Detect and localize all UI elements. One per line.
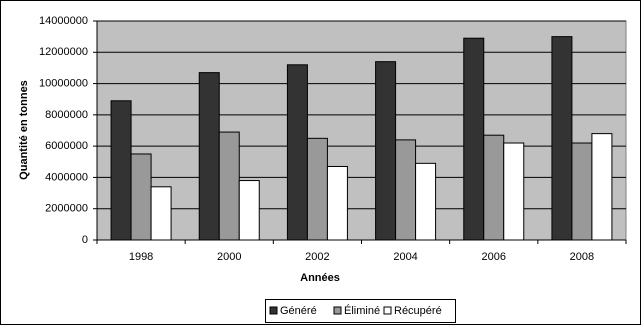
bar (306, 137, 328, 241)
x-tick-label: 2006 (482, 251, 506, 263)
legend-swatch (333, 306, 342, 315)
plot-area (96, 20, 627, 241)
legend-swatch (383, 306, 392, 315)
x-tick-label: 2004 (393, 251, 417, 263)
bar (551, 36, 573, 241)
y-axis-label: Quantité en tonnes (18, 80, 30, 180)
bar (483, 134, 505, 241)
y-tick-label: 4000000 (45, 171, 88, 183)
x-tick-label: 2000 (217, 251, 241, 263)
bar (375, 61, 397, 241)
bar (415, 162, 437, 241)
x-tick-label: 1998 (129, 251, 153, 263)
bar (198, 72, 220, 241)
bar (130, 153, 152, 241)
y-tick-label: 14000000 (39, 15, 88, 27)
bar (463, 37, 485, 241)
bar (286, 64, 308, 241)
bar (110, 100, 132, 241)
bar (150, 186, 172, 241)
y-tick-label: 0 (82, 234, 88, 246)
y-tick-label: 8000000 (45, 109, 88, 121)
bar (218, 131, 240, 241)
legend-label: Généré (280, 305, 317, 317)
y-tick-label: 12000000 (39, 46, 88, 58)
bar (326, 165, 348, 241)
y-tick-label: 6000000 (45, 140, 88, 152)
bar (503, 142, 525, 241)
legend-box (265, 299, 456, 323)
y-tick-label: 10000000 (39, 77, 88, 89)
legend-swatch (269, 306, 278, 315)
bar (395, 139, 417, 241)
bar (571, 142, 593, 241)
x-tick-label: 2008 (570, 251, 594, 263)
bar (591, 133, 613, 241)
x-tick-label: 2002 (305, 251, 329, 263)
legend-label: Éliminé (344, 304, 380, 317)
y-tick-label: 2000000 (45, 203, 88, 215)
bar (238, 180, 260, 241)
legend-label: Récupéré (394, 305, 442, 317)
x-axis-label: Années (300, 272, 340, 284)
